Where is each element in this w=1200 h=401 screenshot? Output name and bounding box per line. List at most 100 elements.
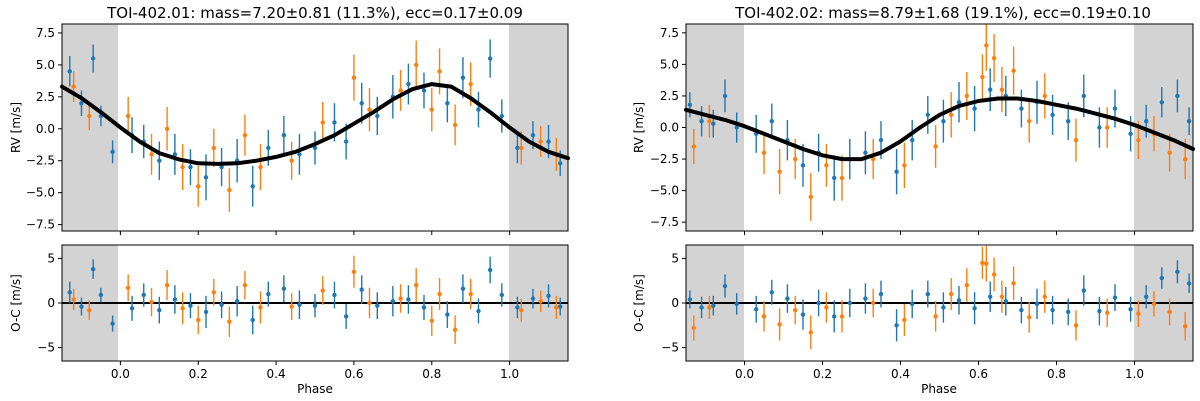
data-point [956, 100, 962, 105]
data-point [980, 74, 985, 80]
data-point [452, 122, 458, 128]
data-point [1042, 294, 1048, 299]
data-point [1136, 311, 1141, 316]
data-point [941, 118, 946, 124]
data-point [554, 305, 559, 310]
data-point [1097, 308, 1102, 314]
y-tick-label: −7.5 [26, 218, 55, 232]
data-point [164, 282, 170, 288]
data-point [188, 164, 193, 170]
y-tick-label: −5.0 [650, 184, 679, 198]
data-point [398, 296, 403, 301]
data-point [1167, 309, 1172, 315]
data-point [157, 307, 162, 313]
data-point [487, 56, 493, 61]
oc-y-label: O-C [m/s] [632, 274, 646, 332]
data-point [445, 101, 450, 106]
oc-data-points [687, 245, 1192, 350]
data-point [839, 175, 845, 181]
data-point [219, 164, 224, 170]
data-point [375, 303, 380, 308]
data-point [351, 269, 357, 274]
data-point [754, 307, 759, 312]
data-point [941, 305, 946, 310]
rv-panel: −7.5 −5.0 −2.5 0.0 2.5 5.0 7.5 RV [m/s] [9, 23, 570, 235]
data-point [79, 101, 84, 106]
shaded-region-right [509, 24, 568, 231]
data-point [800, 163, 806, 168]
data-point [863, 296, 868, 301]
data-point [972, 306, 977, 311]
data-point [1183, 324, 1188, 329]
oc-y-ticks: −5 0 5 [37, 251, 62, 355]
data-point [172, 297, 178, 302]
data-point [250, 317, 255, 323]
data-point [894, 323, 899, 328]
data-point [824, 163, 829, 168]
data-point [1081, 93, 1087, 99]
data-point [699, 118, 704, 124]
data-point [367, 107, 372, 112]
x-tick-label: 0.4 [891, 367, 910, 381]
data-point [1136, 137, 1141, 143]
data-point [839, 314, 845, 319]
model-curve [60, 82, 570, 166]
data-point [242, 282, 248, 288]
data-point [988, 87, 993, 92]
data-point [67, 290, 72, 295]
shaded-region-left [686, 24, 744, 231]
data-point [933, 314, 938, 319]
data-point [933, 144, 938, 149]
data-point [761, 314, 767, 319]
data-point [687, 297, 693, 302]
data-point [558, 161, 563, 166]
data-point [1175, 269, 1180, 274]
data-point [227, 187, 232, 193]
data-point [871, 300, 876, 306]
chart-toi-402-02: TOI-402.02: mass=8.79±1.68 (19.1%), ecc=… [632, 4, 1195, 396]
y-tick-label: 0 [671, 296, 679, 310]
y-tick-label: 0 [47, 296, 55, 310]
data-point [343, 314, 349, 319]
data-point [871, 156, 876, 162]
data-point [769, 290, 774, 295]
data-point [910, 137, 915, 143]
data-point [972, 106, 977, 111]
oc-y-label: O-C [m/s] [9, 274, 23, 332]
x-axis-label: Phase [297, 382, 333, 396]
data-point [687, 102, 693, 107]
data-point [793, 307, 798, 313]
y-tick-label: 5 [671, 251, 679, 265]
oc-axes-frame [61, 244, 569, 362]
rv-y-label: RV [m/s] [9, 102, 23, 153]
data-point [266, 291, 271, 297]
data-point [734, 125, 739, 130]
data-point [203, 175, 209, 180]
data-point [157, 158, 162, 163]
data-point [332, 292, 337, 298]
data-point [558, 304, 563, 309]
data-point [211, 145, 216, 151]
oc-panel: −5 0 5 0.0 0.2 0.4 0.6 0.8 1.0 O-C [m/s] Phase [632, 244, 1194, 396]
oc-panel: −5 0 5 0.0 0.2 0.4 0.6 0.8 1.0 O-C [m/s] Phase [9, 244, 569, 396]
data-point [125, 113, 131, 119]
rv-x-ticks [744, 231, 1135, 235]
data-point [1128, 307, 1133, 312]
data-point [722, 93, 728, 99]
data-point [149, 299, 154, 305]
data-point [999, 294, 1005, 299]
data-point [180, 306, 185, 311]
data-point [129, 306, 135, 311]
data-point [1105, 310, 1110, 316]
data-point [71, 84, 76, 89]
data-point [1073, 137, 1079, 143]
data-point [141, 292, 146, 298]
data-point [1019, 307, 1024, 313]
data-point [538, 299, 543, 304]
data-point [234, 299, 240, 304]
y-tick-label: 2.5 [660, 89, 679, 103]
rv-axes-frame [685, 23, 1194, 232]
data-point [984, 261, 989, 266]
data-point [71, 297, 76, 302]
y-tick-label: −7.5 [650, 215, 679, 229]
